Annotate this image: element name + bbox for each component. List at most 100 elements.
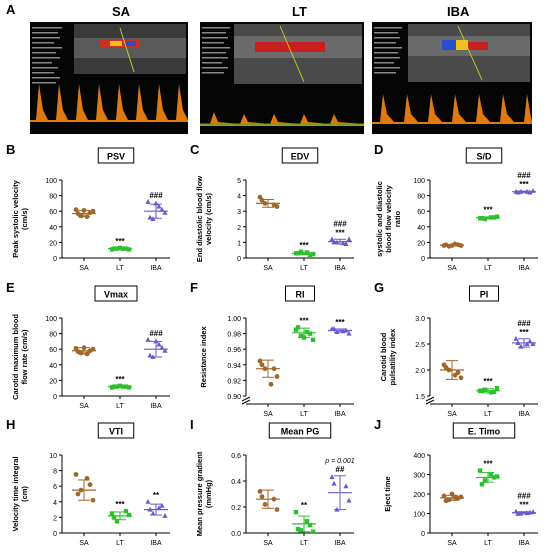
data-point (90, 346, 96, 352)
data-point (329, 236, 335, 242)
series-lt (476, 214, 500, 222)
data-point (73, 207, 79, 213)
data-point (147, 506, 153, 512)
data-point (513, 508, 519, 514)
data-point (331, 239, 337, 245)
axis-break-mark (241, 396, 251, 402)
ultrasound-label-sa: SA (112, 4, 131, 19)
data-point (271, 366, 277, 372)
y-tick-label: 20 (49, 378, 57, 385)
x-tick-label-sa: SA (263, 265, 273, 272)
significance-label: *** (519, 328, 529, 337)
data-point (81, 345, 87, 351)
significance-label: ### (333, 219, 347, 228)
chart-panel-h: H VTI 0 2 4 6 8 10 SA LT IBA Velocity time integral… (6, 417, 170, 547)
data-point (343, 327, 349, 333)
y-tick-label: 0 (237, 256, 241, 263)
y-tick-label: 2.0 (415, 368, 425, 375)
y-tick-label: 1.00 (227, 316, 241, 323)
data-point (145, 199, 151, 204)
data-point (346, 330, 352, 336)
significance-label: *** (115, 500, 125, 509)
title-box (97, 422, 135, 439)
data-point (518, 188, 524, 194)
panel-letter-b: B (6, 142, 15, 157)
y-axis-label-line: Peak systolic velocity (11, 179, 20, 257)
data-point (120, 246, 126, 251)
y-tick-label: 100 (413, 512, 425, 519)
panel-letter-h: H (6, 417, 15, 432)
series-sa (256, 358, 280, 387)
data-point (488, 390, 494, 395)
significance-label: *** (115, 375, 125, 384)
series-lt (108, 245, 132, 252)
y-tick-label: 400 (413, 453, 425, 460)
y-tick-label: 80 (49, 194, 57, 201)
y-axis-label: Eject time (383, 476, 392, 511)
y-axis-label-line: (mmHg) (204, 479, 213, 508)
y-axis-label: Carotid bloodpulsatility index (379, 328, 397, 386)
data-point (298, 528, 304, 533)
significance-label: *** (483, 206, 493, 215)
series-lt (476, 468, 500, 487)
y-tick-label: 40 (49, 363, 57, 370)
data-point (518, 343, 524, 349)
data-point (331, 480, 337, 486)
data-point (150, 510, 156, 516)
significance-label: ## (336, 465, 345, 474)
data-point (449, 243, 455, 248)
chart-panel-e: E Vmax 0 20 40 60 80 100 SA LT IBA Carotid maximum … (6, 280, 170, 410)
series-sa (440, 491, 464, 504)
data-point (491, 475, 497, 480)
y-axis-label-line: ratio (393, 210, 402, 227)
panel-letter-A: A (6, 2, 16, 17)
data-point (301, 335, 307, 340)
title-box (452, 422, 516, 439)
significance-label: p = 0.001 (324, 458, 354, 465)
axis-break-mark (241, 399, 251, 405)
panel-letter-c: C (190, 142, 200, 157)
x-tick-label-iba: IBA (150, 403, 162, 410)
x-tick-label-sa: SA (447, 411, 457, 418)
data-point (524, 188, 530, 194)
data-point (329, 474, 335, 480)
data-point (84, 214, 90, 220)
data-point (159, 344, 165, 350)
data-point (458, 494, 464, 500)
x-tick-label-lt: LT (116, 403, 124, 410)
y-axis-label-line: (cm) (20, 486, 29, 502)
y-axis-label-line: systolic and diastolic (375, 181, 384, 257)
y-tick-label: 100 (45, 316, 57, 323)
y-tick-label: 4 (237, 194, 241, 201)
data-point (494, 214, 500, 219)
y-tick-label: 0 (421, 531, 425, 538)
series-sa (256, 489, 280, 512)
data-point (117, 383, 123, 389)
data-point (162, 209, 168, 215)
data-point (307, 523, 313, 528)
y-axis-label: Mean pressure gradient(mmHg) (195, 451, 213, 536)
ultrasound-graphic-sa (30, 22, 188, 134)
significance-label: ### (149, 329, 163, 338)
x-tick-label-lt: LT (116, 540, 124, 547)
data-point (524, 341, 530, 346)
data-point (259, 494, 265, 499)
data-point (458, 375, 464, 381)
y-axis-label: End diastolic blood flowvelocity (cm/s) (195, 176, 213, 262)
series-iba (512, 336, 536, 349)
title-box (469, 285, 499, 302)
data-point (346, 497, 352, 503)
significance-label: *** (519, 501, 529, 510)
data-point (343, 483, 349, 489)
y-axis-label-line: velocity (cm/s) (204, 192, 213, 245)
x-tick-label-iba: IBA (150, 540, 162, 547)
y-tick-label: 0.98 (227, 332, 241, 339)
series-lt (292, 249, 316, 258)
y-tick-label: 0.0 (231, 531, 241, 538)
panel-letter-j: J (374, 417, 381, 432)
title-box (94, 285, 138, 302)
data-point (530, 509, 536, 514)
y-tick-label: 20 (49, 240, 57, 247)
y-tick-label: 0 (53, 394, 57, 401)
data-point (262, 502, 268, 507)
